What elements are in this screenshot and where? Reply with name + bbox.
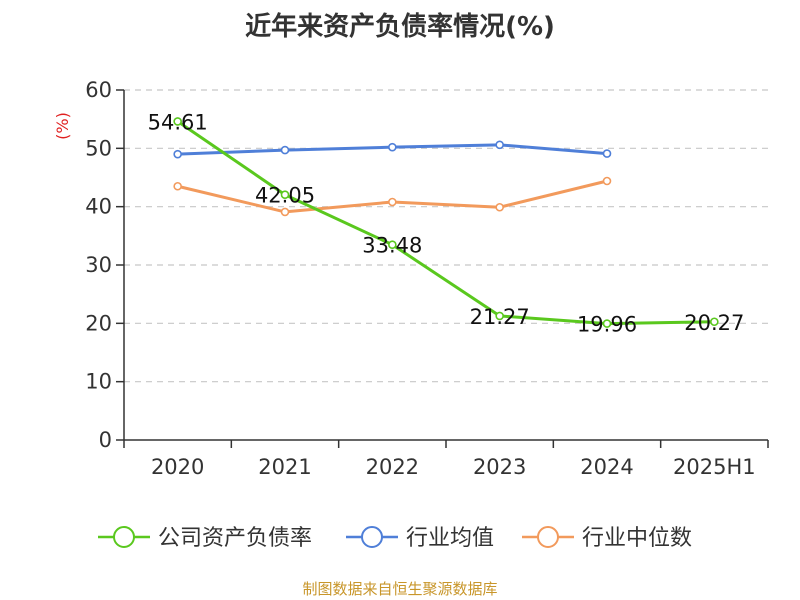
data-point bbox=[602, 319, 612, 328]
data-labels: 54.61 42.05 33.48 21.27 19.96 20.27 bbox=[148, 110, 745, 336]
legend-swatch-marker bbox=[113, 526, 135, 548]
data-point bbox=[710, 317, 719, 327]
legend-item: 行业中位数 bbox=[522, 526, 692, 551]
x-tick-label: 2021 bbox=[258, 455, 311, 479]
data-label: 19.96 bbox=[577, 313, 637, 337]
y-tick-label: 30 bbox=[85, 253, 112, 277]
legend-label: 公司资产负债率 bbox=[158, 526, 312, 551]
data-point bbox=[602, 176, 612, 186]
data-point bbox=[388, 197, 397, 207]
x-tick-label: 2024 bbox=[580, 455, 633, 479]
legend-swatch-marker bbox=[537, 526, 559, 548]
y-axis-label: (%) bbox=[53, 112, 72, 140]
legend: 公司资产负债率 行业均值 行业中位数 bbox=[98, 526, 692, 551]
data-point bbox=[173, 149, 182, 159]
series-line bbox=[176, 120, 715, 326]
legend-item: 行业均值 bbox=[346, 526, 494, 551]
legend-label: 行业均值 bbox=[406, 526, 494, 551]
data-point bbox=[280, 145, 290, 155]
data-point bbox=[495, 202, 504, 212]
y-tick-label: 10 bbox=[85, 370, 112, 394]
data-point bbox=[280, 207, 290, 217]
x-tick-label: 2020 bbox=[151, 455, 204, 479]
legend-item: 公司资产负债率 bbox=[98, 526, 312, 551]
y-tick-label: 60 bbox=[85, 78, 112, 102]
x-tick-label: 2022 bbox=[366, 455, 419, 479]
series-line bbox=[177, 179, 608, 214]
series-lines bbox=[173, 117, 719, 328]
data-label: 54.61 bbox=[148, 110, 208, 134]
legend-swatch-marker bbox=[361, 526, 383, 548]
data-label: 20.27 bbox=[684, 311, 744, 335]
grid-lines bbox=[124, 89, 768, 383]
data-point bbox=[388, 142, 397, 152]
y-tick-label: 50 bbox=[85, 136, 112, 160]
source-note: 制图数据来自恒生聚源数据库 bbox=[302, 580, 498, 598]
data-point bbox=[495, 140, 504, 150]
y-tick-label: 0 bbox=[99, 428, 112, 452]
chart-title: 近年来资产负债率情况(%) bbox=[245, 12, 555, 42]
x-tick-label: 2023 bbox=[473, 455, 526, 479]
data-label: 42.05 bbox=[255, 184, 315, 208]
y-tick-label: 20 bbox=[85, 311, 112, 335]
legend-label: 行业中位数 bbox=[582, 526, 692, 551]
data-point bbox=[388, 240, 397, 249]
data-label: 33.48 bbox=[362, 234, 422, 258]
data-label: 21.27 bbox=[470, 305, 530, 329]
data-point bbox=[495, 311, 504, 321]
data-point bbox=[173, 181, 182, 191]
x-tick-label: 2025H1 bbox=[673, 455, 756, 479]
data-point bbox=[173, 117, 182, 126]
axes: 0 10 20 30 40 50 60 2020 2021 2022 2023 2024 2025H1 (… bbox=[53, 78, 769, 479]
y-tick-label: 40 bbox=[85, 195, 112, 219]
data-point bbox=[602, 149, 612, 158]
data-point bbox=[280, 190, 290, 200]
